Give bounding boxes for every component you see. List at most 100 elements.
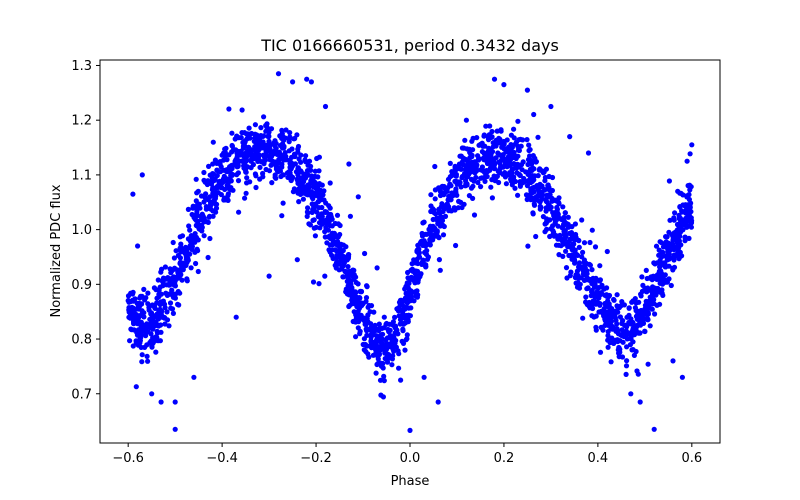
data-point	[126, 299, 132, 305]
data-point	[321, 188, 327, 194]
data-point	[290, 189, 296, 195]
data-point	[170, 239, 176, 246]
data-point	[414, 256, 420, 262]
data-point	[172, 426, 178, 432]
data-point	[535, 134, 541, 140]
data-point	[400, 340, 407, 346]
data-point	[572, 237, 578, 243]
data-point	[130, 191, 136, 197]
data-point	[240, 152, 246, 158]
data-point	[552, 221, 558, 227]
data-point	[628, 391, 634, 397]
data-point	[631, 352, 638, 358]
data-point	[376, 321, 382, 327]
data-point	[420, 220, 426, 226]
data-point	[258, 139, 264, 146]
data-point	[529, 167, 535, 173]
data-point	[251, 156, 257, 162]
data-point	[688, 224, 695, 230]
data-point	[210, 213, 216, 219]
data-point	[277, 168, 283, 174]
data-point	[154, 328, 160, 334]
data-point	[675, 188, 681, 194]
data-point	[670, 358, 676, 364]
data-point	[500, 171, 506, 177]
data-point	[341, 254, 347, 260]
data-point	[686, 235, 692, 241]
data-point	[144, 321, 150, 327]
data-point	[684, 158, 690, 164]
data-point	[205, 196, 211, 202]
data-point	[203, 191, 209, 197]
data-point	[530, 211, 536, 217]
data-point	[498, 157, 504, 163]
data-point	[381, 378, 387, 384]
data-point	[340, 263, 346, 269]
data-point	[504, 137, 510, 143]
data-point	[323, 217, 329, 223]
data-point	[491, 141, 497, 147]
data-point	[308, 79, 314, 85]
data-point	[135, 243, 141, 249]
data-point	[199, 217, 205, 223]
data-point	[665, 252, 671, 258]
data-point	[676, 256, 682, 262]
data-point	[317, 192, 323, 198]
data-point	[533, 233, 539, 240]
data-point	[172, 291, 179, 297]
data-point	[475, 179, 481, 186]
data-point	[642, 328, 648, 334]
data-point	[651, 426, 657, 432]
data-point	[133, 340, 139, 346]
data-point	[306, 158, 313, 164]
data-point	[536, 188, 542, 194]
data-point	[611, 297, 617, 303]
x-tick-label: 0.6	[681, 451, 702, 466]
data-point	[402, 286, 408, 292]
data-point	[336, 267, 342, 273]
data-point	[432, 233, 439, 239]
data-point	[279, 164, 285, 170]
data-point	[408, 305, 414, 311]
data-point	[594, 292, 600, 298]
data-point	[422, 249, 428, 256]
data-point	[252, 122, 258, 128]
data-point	[508, 132, 514, 138]
data-point	[240, 143, 246, 149]
data-point	[545, 183, 551, 189]
data-point	[593, 277, 599, 283]
data-point	[362, 250, 368, 257]
data-point	[491, 162, 497, 168]
data-point	[646, 305, 652, 311]
data-point	[346, 252, 352, 258]
data-point	[171, 255, 177, 261]
data-point	[394, 306, 400, 312]
data-point	[178, 262, 184, 268]
data-point	[659, 274, 666, 280]
data-point	[414, 268, 421, 274]
data-point	[298, 175, 304, 181]
data-point	[500, 152, 506, 158]
data-point	[572, 221, 579, 227]
data-point	[275, 160, 281, 166]
data-point	[345, 255, 351, 261]
data-point	[165, 275, 171, 281]
data-point	[660, 249, 666, 255]
data-point	[174, 274, 180, 280]
data-point	[566, 252, 572, 259]
data-point	[290, 79, 296, 85]
data-point	[435, 399, 441, 405]
data-point	[334, 233, 340, 239]
data-point	[187, 227, 193, 233]
data-point	[246, 125, 252, 131]
data-point	[188, 265, 194, 271]
data-point	[193, 176, 199, 182]
data-point	[653, 243, 660, 249]
data-point	[491, 76, 498, 82]
data-point	[481, 151, 487, 157]
y-tick-label: 1.2	[71, 114, 92, 129]
data-point	[159, 266, 165, 272]
data-point	[597, 349, 604, 355]
data-point	[308, 167, 314, 173]
